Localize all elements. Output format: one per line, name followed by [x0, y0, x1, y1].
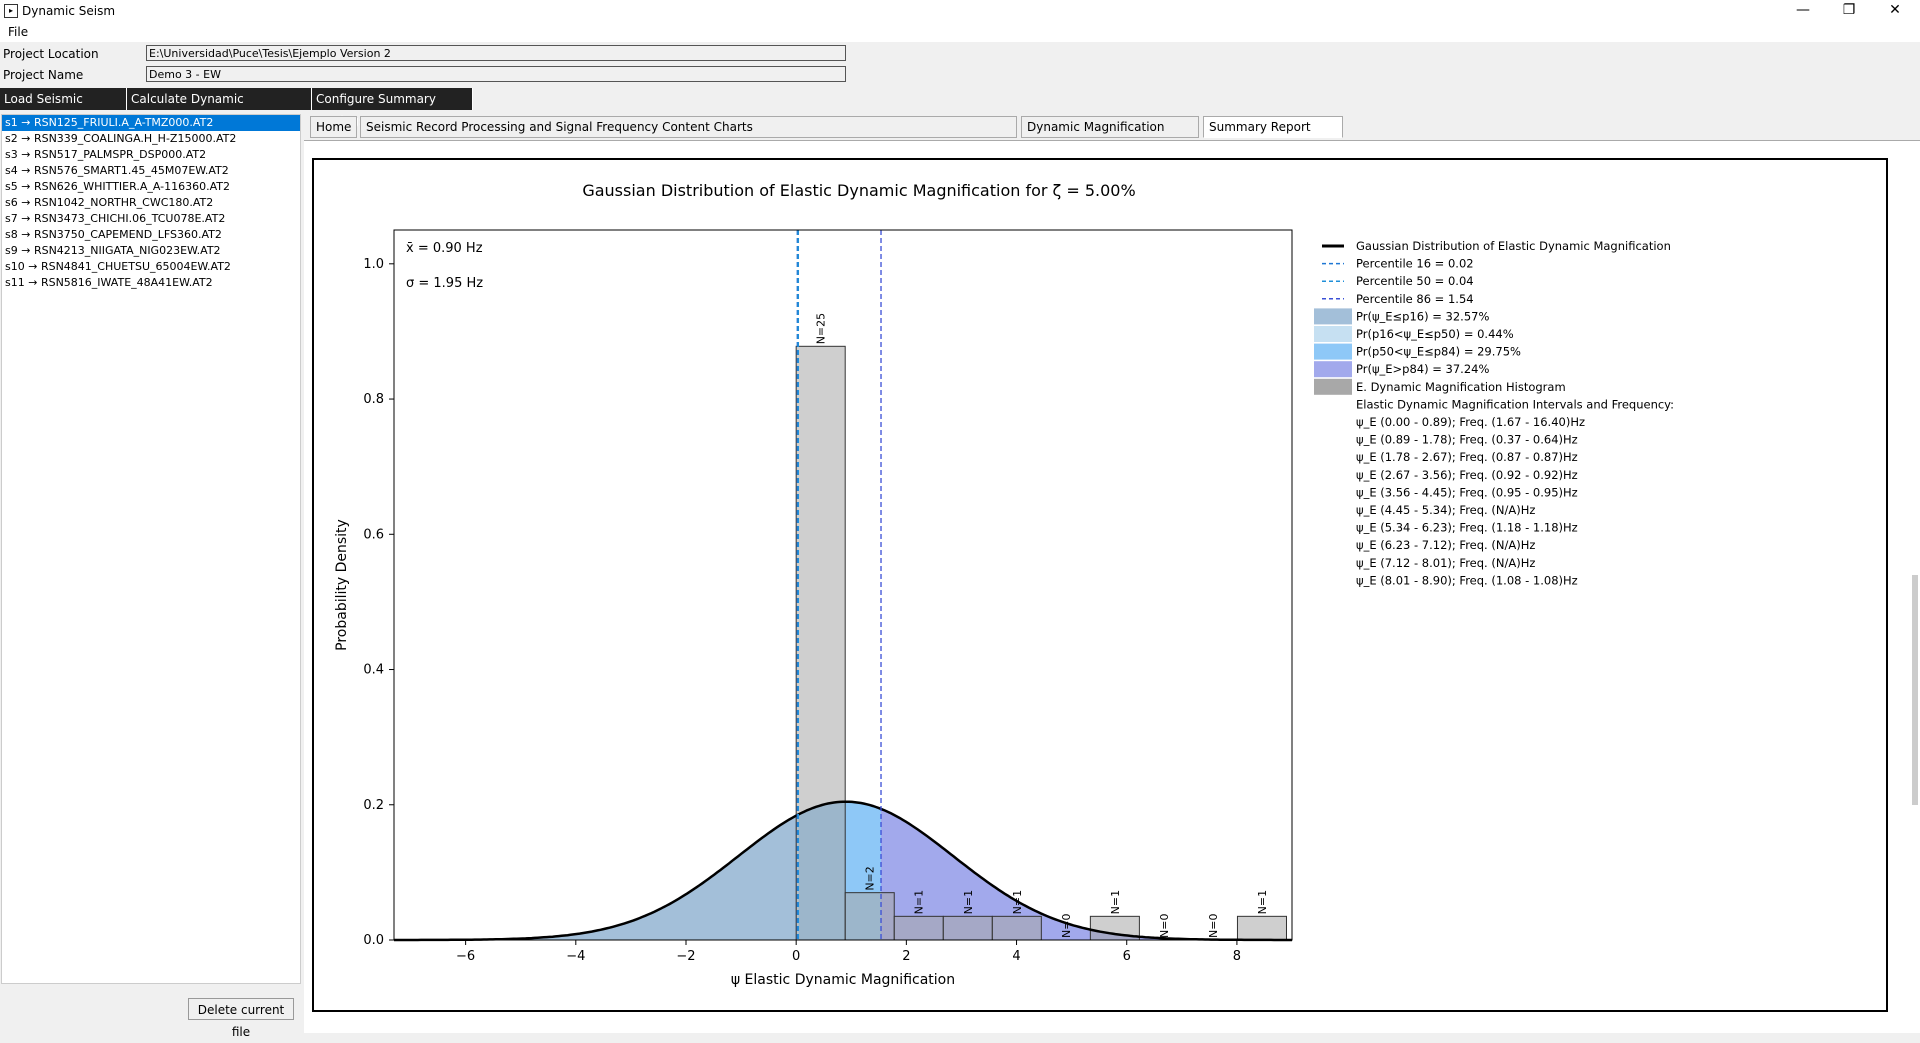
legend-item: ψ_E (3.56 - 4.45); Freq. (0.95 - 0.95)Hz	[1356, 485, 1578, 499]
legend-region-swatch	[1314, 361, 1352, 378]
restore-button[interactable]: ❐	[1842, 2, 1856, 18]
file-list-item[interactable]: s2 → RSN339_COALINGA.H_H-Z15000.AT2	[5, 132, 237, 145]
legend-item: ψ_E (7.12 - 8.01); Freq. (N/A)Hz	[1356, 556, 1535, 570]
legend-item: ψ_E (6.23 - 7.12); Freq. (N/A)Hz	[1356, 538, 1535, 552]
file-list-item[interactable]: s8 → RSN3750_CAPEMEND_LFS360.AT2	[5, 228, 222, 241]
histogram-bar	[942, 915, 993, 941]
histogram-bar	[1236, 915, 1287, 941]
x-axis-label: ψ Elastic Dynamic Magnification	[731, 972, 955, 988]
legend-region-swatch	[1314, 308, 1352, 325]
sigma-label: σ = 1.95 Hz	[406, 276, 483, 291]
delete-file-button[interactable]: Delete current file	[188, 998, 294, 1039]
file-list-item[interactable]: s9 → RSN4213_NIIGATA_NIG023EW.AT2	[5, 244, 221, 257]
bar-count-label: N=0	[1207, 914, 1220, 938]
tab-home[interactable]: Home	[310, 116, 357, 138]
histogram-bar	[844, 892, 895, 941]
bar-count-label: N=2	[864, 866, 877, 890]
y-axis-label: Probability Density	[334, 519, 350, 651]
legend-item: Percentile 50 = 0.04	[1356, 274, 1474, 288]
legend-item: Pr(ψ_E>p84) = 37.24%	[1356, 362, 1489, 376]
window-title: Dynamic Seism	[22, 4, 116, 18]
x-tick-label: −6	[456, 949, 475, 964]
file-list-item[interactable]: s5 → RSN626_WHITTIER.A_A-116360.AT2	[5, 180, 231, 193]
file-list[interactable]: s1 → RSN125_FRIULI.A_A-TMZ000.AT2 s2 → RS…	[1, 114, 301, 984]
x-tick-label: −2	[676, 949, 695, 964]
y-tick-label: 1.0	[363, 257, 384, 272]
legend-region-swatch	[1314, 326, 1352, 342]
file-list-item[interactable]: s4 → RSN576_SMART1.45_45M07EW.AT2	[5, 164, 229, 177]
minimize-button[interactable]: —	[1796, 2, 1810, 18]
tab-dynamic-magnification[interactable]: Dynamic Magnification Charts	[1021, 116, 1199, 154]
legend-item: ψ_E (8.01 - 8.90); Freq. (1.08 - 1.08)Hz	[1356, 573, 1578, 587]
bar-count-label: N=1	[1109, 890, 1122, 914]
tab-bar: Home Seismic Record Processing and Signa…	[304, 112, 1920, 154]
bar-count-label: N=0	[1158, 914, 1171, 938]
tab-processing[interactable]: Seismic Record Processing and Signal Fre…	[360, 116, 1017, 138]
app-icon: ▸	[4, 4, 18, 18]
x-tick-label: 8	[1233, 949, 1241, 964]
project-name-label: Project Name	[3, 68, 84, 82]
close-button[interactable]: ✕	[1889, 2, 1901, 18]
chart-frame: Gaussian Distribution of Elastic Dynamic…	[312, 158, 1888, 1012]
mean-label: x̄ = 0.90 Hz	[406, 241, 483, 256]
title-bar: ▸ Dynamic Seism — ❐ ✕	[0, 0, 1920, 22]
region-4	[881, 808, 1292, 940]
y-tick-label: 0.2	[363, 798, 384, 813]
load-records-button[interactable]: Load Seismic Records	[0, 88, 127, 128]
y-tick-label: 0.8	[363, 392, 384, 407]
scrollbar[interactable]	[1912, 575, 1918, 805]
tab-summary-report[interactable]: Summary Report Charts	[1203, 116, 1343, 154]
x-tick-label: 0	[792, 949, 800, 964]
region-1	[394, 815, 798, 940]
bar-count-label: N=1	[1256, 890, 1269, 914]
legend-item: ψ_E (1.78 - 2.67); Freq. (0.87 - 0.87)Hz	[1356, 450, 1578, 464]
legend-item: E. Dynamic Magnification Histogram	[1356, 380, 1566, 394]
configure-summary-button[interactable]: Configure Summary Settings	[312, 88, 473, 128]
file-list-item[interactable]: s10 → RSN4841_CHUETSU_65004EW.AT2	[5, 260, 231, 273]
bar-count-label: N=1	[913, 890, 926, 914]
bar-count-label: N=25	[815, 313, 828, 344]
calculate-magnification-button[interactable]: Calculate Dynamic Magnification	[127, 88, 312, 128]
y-tick-label: 0.6	[363, 527, 384, 542]
legend-item: Gaussian Distribution of Elastic Dynamic…	[1356, 239, 1671, 253]
bar-count-label: N=1	[962, 890, 975, 914]
legend-region-swatch	[1314, 343, 1352, 360]
legend-item: Elastic Dynamic Magnification Intervals …	[1356, 397, 1674, 411]
menu-file[interactable]: File	[8, 25, 29, 39]
x-tick-label: −4	[566, 949, 585, 964]
legend-histogram-swatch	[1314, 378, 1352, 395]
legend-item: ψ_E (0.89 - 1.78); Freq. (0.37 - 0.64)Hz	[1356, 433, 1578, 447]
histogram-bar	[991, 915, 1042, 941]
legend-item: Pr(ψ_E≤p16) = 32.57%	[1356, 309, 1489, 323]
plot-area	[393, 229, 1293, 941]
project-name-field[interactable]: Demo 3 - EW	[146, 66, 846, 82]
histogram-bar	[893, 915, 944, 941]
file-list-item[interactable]: s1 → RSN125_FRIULI.A_A-TMZ000.AT2	[2, 115, 300, 131]
y-tick-label: 0.0	[363, 933, 384, 948]
file-list-item[interactable]: s11 → RSN5816_IWATE_48A41EW.AT2	[5, 276, 213, 289]
summary-chart: Gaussian Distribution of Elastic Dynamic…	[334, 181, 1674, 988]
file-list-item[interactable]: s3 → RSN517_PALMSPR_DSP000.AT2	[5, 148, 207, 161]
file-list-item[interactable]: s6 → RSN1042_NORTHR_CWC180.AT2	[5, 196, 214, 209]
legend-item: Pr(p50<ψ_E≤p84) = 29.75%	[1356, 345, 1521, 359]
legend-item: ψ_E (0.00 - 0.89); Freq. (1.67 - 16.40)H…	[1356, 415, 1585, 429]
x-tick-label: 2	[902, 949, 910, 964]
file-list-item[interactable]: s7 → RSN3473_CHICHI.06_TCU078E.AT2	[5, 212, 226, 225]
project-location-label: Project Location	[3, 47, 99, 61]
legend-item: ψ_E (2.67 - 3.56); Freq. (0.92 - 0.92)Hz	[1356, 468, 1578, 482]
x-tick-label: 6	[1123, 949, 1131, 964]
chart-title: Gaussian Distribution of Elastic Dynamic…	[582, 181, 1135, 200]
legend-item: ψ_E (4.45 - 5.34); Freq. (N/A)Hz	[1356, 503, 1535, 517]
legend-item: ψ_E (5.34 - 6.23); Freq. (1.18 - 1.18)Hz	[1356, 521, 1578, 535]
project-location-field[interactable]: E:\Universidad\Puce\Tesis\Ejemplo Versio…	[146, 45, 846, 61]
bar-count-label: N=0	[1060, 914, 1073, 938]
x-tick-label: 4	[1012, 949, 1020, 964]
legend-item: Percentile 86 = 1.54	[1356, 292, 1474, 306]
legend-item: Pr(p16<ψ_E≤p50) = 0.44%	[1356, 327, 1514, 341]
y-tick-label: 0.4	[363, 663, 384, 678]
histogram-bar	[795, 345, 846, 941]
legend-item: Percentile 16 = 0.02	[1356, 257, 1474, 271]
gaussian-curve	[394, 800, 1292, 942]
menu-bar: File	[0, 22, 1920, 42]
